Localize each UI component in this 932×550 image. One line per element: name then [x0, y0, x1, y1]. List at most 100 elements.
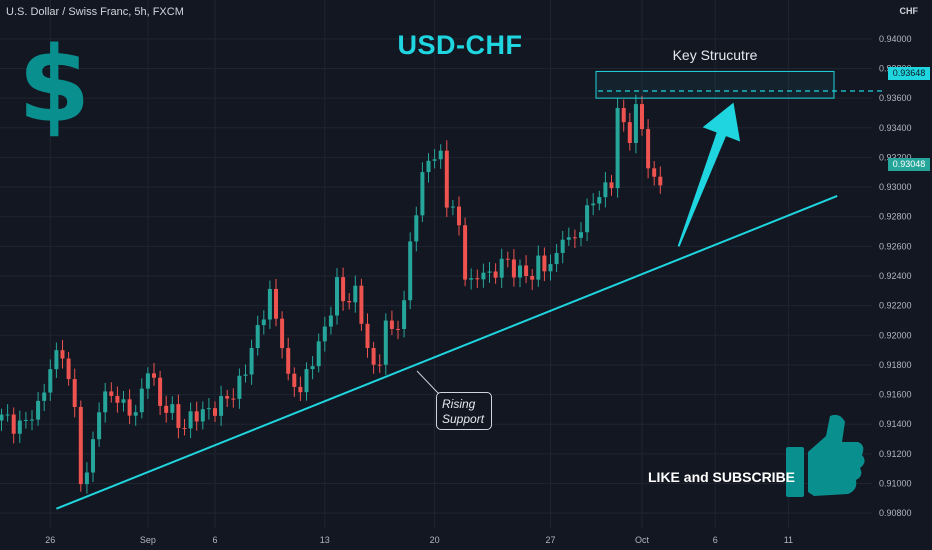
candle-body	[292, 373, 297, 387]
candle-body	[566, 237, 571, 240]
callout-pointer	[416, 370, 450, 394]
candle-body	[414, 215, 419, 242]
dollar-icon: $	[18, 24, 91, 146]
candle-body	[23, 419, 28, 421]
candle-body	[640, 104, 644, 130]
time-tick-label: 6	[713, 535, 718, 545]
candle-body	[121, 399, 126, 403]
candle-body	[66, 358, 71, 380]
candle-body	[72, 379, 77, 407]
candle-body	[579, 232, 583, 238]
candle-body	[304, 369, 309, 393]
candle-body	[158, 377, 163, 406]
candles-layer	[0, 94, 663, 494]
candle-body	[17, 420, 22, 434]
time-tick-label: 13	[320, 535, 330, 545]
candle-body	[560, 239, 565, 253]
candle-body	[353, 285, 358, 303]
candle-body	[371, 347, 376, 365]
candle-body	[164, 405, 169, 413]
candle-body	[194, 411, 199, 422]
candle-body	[91, 439, 95, 473]
candle-body	[42, 392, 47, 401]
candle-body	[261, 319, 266, 326]
candle-body	[322, 326, 327, 342]
candle-body	[627, 122, 632, 143]
candle-body	[365, 323, 370, 348]
candle-body	[127, 399, 132, 416]
candle-body	[432, 159, 437, 161]
candle-body	[597, 197, 602, 204]
candle-body	[206, 408, 211, 410]
time-tick-label: 20	[430, 535, 440, 545]
time-tick-label: 11	[784, 535, 793, 545]
candle-body	[469, 278, 474, 280]
time-tick-label: 6	[212, 535, 217, 545]
key-level-price-label: 0.93648	[888, 67, 930, 80]
price-axis-unit: CHF	[899, 6, 919, 16]
up-arrow-icon	[677, 102, 741, 247]
candle-body	[219, 396, 224, 416]
candle-body	[542, 255, 547, 272]
price-tick-label: 0.92400	[879, 271, 912, 281]
candle-body	[231, 398, 236, 400]
candle-body	[524, 265, 529, 277]
price-tick-label: 0.92800	[879, 212, 912, 222]
candle-body	[298, 386, 303, 393]
price-tick-label: 0.92000	[879, 330, 912, 340]
candle-body	[182, 427, 187, 429]
time-axis: 26 Sep 6 13 20 27 Oct 6 11	[45, 535, 793, 545]
candle-body	[249, 348, 254, 375]
candle-body	[139, 388, 144, 413]
candle-body	[341, 277, 346, 302]
candle-body	[475, 278, 480, 280]
rising-support-line	[56, 195, 838, 510]
candle-body	[603, 182, 608, 198]
candle-body	[633, 104, 638, 143]
candle-body	[408, 241, 413, 301]
candle-body	[176, 404, 181, 428]
candle-body	[499, 258, 504, 278]
price-tick-label: 0.92200	[879, 301, 912, 311]
candle-body	[402, 300, 407, 330]
candle-body	[84, 472, 89, 485]
thumbs-up-icon	[808, 414, 865, 496]
candle-body	[505, 258, 510, 260]
price-tick-label: 0.91000	[879, 479, 912, 489]
price-tick-label: 0.94000	[879, 34, 912, 44]
candle-body	[511, 259, 516, 278]
candle-body	[359, 285, 364, 324]
price-tick-label: 0.93200	[879, 152, 912, 162]
candle-body	[652, 168, 657, 177]
like-subscribe-text: LIKE and SUBSCRIBE	[648, 469, 796, 485]
candle-body	[591, 203, 596, 206]
callout-line2: Support	[442, 412, 485, 426]
candle-body	[30, 419, 34, 421]
candle-body	[518, 265, 522, 278]
candle-body	[5, 414, 10, 416]
candle-body	[188, 411, 193, 429]
candle-body	[548, 264, 553, 272]
candle-body	[335, 277, 339, 316]
candle-body	[396, 328, 400, 330]
candle-body	[420, 172, 425, 216]
key-structure-zone	[595, 70, 835, 99]
candle-body	[170, 404, 175, 413]
candle-body	[280, 318, 285, 349]
candle-body	[646, 129, 651, 169]
candle-body	[11, 414, 16, 434]
candle-body	[444, 150, 449, 208]
candle-body	[152, 373, 156, 378]
chart-title: USD-CHF	[397, 30, 523, 60]
key-structure-label: Key Strucutre	[672, 47, 758, 63]
price-axis: 0.90800 0.91000 0.91200 0.91400 0.91600 0.918…	[879, 34, 912, 518]
candle-body	[377, 364, 382, 366]
candle-body	[225, 396, 230, 399]
candle-body	[572, 237, 577, 239]
candle-body	[347, 301, 352, 303]
candle-body	[0, 414, 4, 421]
candle-body	[426, 160, 431, 173]
candle-body	[213, 408, 217, 416]
